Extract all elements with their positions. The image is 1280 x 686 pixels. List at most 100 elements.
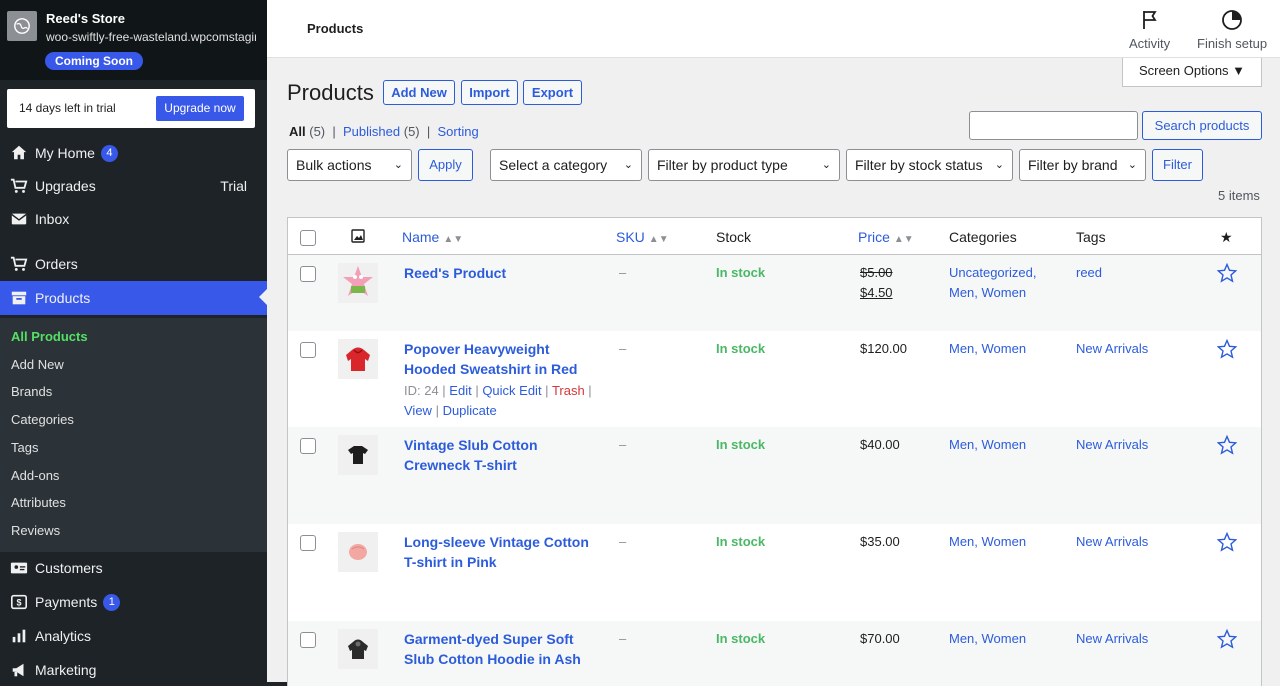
cart-icon <box>9 254 29 274</box>
coming-soon-badge[interactable]: Coming Soon <box>45 52 143 70</box>
stock-status-select[interactable]: Filter by stock status ⌄ <box>846 149 1013 181</box>
menu-label: Orders <box>35 256 78 272</box>
menu-item-orders[interactable]: Orders <box>0 248 267 280</box>
site-globe-icon[interactable] <box>7 11 37 41</box>
submenu-brands[interactable]: Brands <box>11 384 53 399</box>
edit-link[interactable]: Edit <box>449 383 472 398</box>
chevron-down-icon: ⌄ <box>1127 159 1137 171</box>
search-input[interactable] <box>969 111 1138 140</box>
product-categories[interactable]: Uncategorized, Men, Women <box>949 265 1037 300</box>
activity-label: Activity <box>1129 36 1171 51</box>
bar-chart-icon <box>9 626 29 646</box>
product-tags[interactable]: New Arrivals <box>1076 437 1149 452</box>
add-new-button[interactable]: Add New <box>383 80 455 105</box>
menu-item-marketing[interactable]: Marketing <box>0 654 267 686</box>
submenu-attributes[interactable]: Attributes <box>11 495 66 510</box>
archive-icon <box>9 288 29 308</box>
trial-tag: Trial <box>220 178 247 194</box>
product-name-link[interactable]: Garment-dyed Super Soft Slub Cotton Hood… <box>404 631 581 667</box>
row-checkbox[interactable] <box>300 632 316 648</box>
admin-sidebar: Reed's Store woo-swiftly-free-wasteland.… <box>0 0 267 686</box>
product-tags[interactable]: New Arrivals <box>1076 534 1149 549</box>
upgrade-now-button[interactable]: Upgrade now <box>156 96 244 121</box>
menu-item-my-home[interactable]: My Home 4 <box>0 137 267 169</box>
featured-star-icon[interactable] <box>1217 339 1237 359</box>
site-name[interactable]: Reed's Store <box>46 11 125 26</box>
trash-link[interactable]: Trash <box>551 383 585 398</box>
menu-item-analytics[interactable]: Analytics <box>0 620 267 652</box>
menu-label: My Home <box>35 145 95 161</box>
apply-button[interactable]: Apply <box>418 149 473 181</box>
featured-star-icon[interactable]: ★ <box>1220 229 1233 245</box>
separator: | <box>423 124 434 139</box>
featured-star-icon[interactable] <box>1217 532 1237 552</box>
home-icon <box>9 143 29 163</box>
product-type-select[interactable]: Filter by product type ⌄ <box>648 149 840 181</box>
product-tags[interactable]: reed <box>1076 265 1103 280</box>
submenu-add-new[interactable]: Add New <box>11 357 64 372</box>
product-thumbnail[interactable] <box>338 435 378 475</box>
select-all-checkbox[interactable] <box>300 230 316 246</box>
cart-icon <box>9 176 29 196</box>
finish-setup-label: Finish setup <box>1197 36 1268 51</box>
featured-star-icon[interactable] <box>1217 435 1237 455</box>
menu-item-customers[interactable]: Customers <box>0 552 267 584</box>
finish-setup-button[interactable]: Finish setup <box>1197 8 1267 51</box>
product-thumbnail[interactable] <box>338 629 378 669</box>
row-checkbox[interactable] <box>300 266 316 282</box>
row-checkbox[interactable] <box>300 438 316 454</box>
category-select[interactable]: Select a category ⌄ <box>490 149 642 181</box>
product-thumbnail[interactable] <box>338 532 378 572</box>
view-sorting[interactable]: Sorting <box>437 124 479 139</box>
trial-notice: 14 days left in trial Upgrade now <box>7 89 255 128</box>
submenu-tags[interactable]: Tags <box>11 440 39 455</box>
bulk-actions-select[interactable]: Bulk actions ⌄ <box>287 149 412 181</box>
featured-star-icon[interactable] <box>1217 629 1237 649</box>
view-all[interactable]: All <box>289 124 306 139</box>
submenu-reviews[interactable]: Reviews <box>11 523 61 538</box>
featured-star-icon[interactable] <box>1217 263 1237 283</box>
row-checkbox[interactable] <box>300 342 316 358</box>
filter-button[interactable]: Filter <box>1152 149 1203 181</box>
product-categories[interactable]: Men, Women <box>949 437 1027 452</box>
select-value: Select a category <box>499 157 608 173</box>
product-tags[interactable]: New Arrivals <box>1076 341 1149 356</box>
product-thumbnail[interactable] <box>338 339 378 379</box>
product-thumbnail[interactable] <box>338 263 378 303</box>
submenu-add-ons[interactable]: Add-ons <box>11 468 60 483</box>
activity-button[interactable]: Activity <box>1129 8 1170 51</box>
stock-status: In stock <box>716 631 766 646</box>
menu-item-inbox[interactable]: Inbox <box>0 203 267 235</box>
product-price: $70.00 <box>860 631 900 646</box>
submenu-all-products[interactable]: All Products <box>11 329 88 344</box>
product-name-link[interactable]: Reed's Product <box>404 265 507 281</box>
product-name-link[interactable]: Popover Heavyweight Hooded Sweatshirt in… <box>404 341 578 377</box>
brand-select[interactable]: Filter by brand ⌄ <box>1019 149 1146 181</box>
duplicate-link[interactable]: Duplicate <box>442 403 497 418</box>
import-button[interactable]: Import <box>461 80 518 105</box>
submenu-categories[interactable]: Categories <box>11 412 74 427</box>
export-button[interactable]: Export <box>523 80 582 105</box>
column-name[interactable]: Name ▲▼ <box>402 229 463 245</box>
view-link[interactable]: View <box>404 403 432 418</box>
menu-item-payments[interactable]: $ Payments 1 <box>0 586 267 618</box>
site-url[interactable]: woo-swiftly-free-wasteland.wpcomstaging.… <box>46 30 256 44</box>
menu-item-upgrades[interactable]: Upgrades Trial <box>0 170 267 202</box>
product-name-link[interactable]: Vintage Slub Cotton Crewneck T-shirt <box>404 437 538 473</box>
view-published[interactable]: Published <box>343 124 401 139</box>
items-count: 5 items <box>1218 188 1260 203</box>
product-tags[interactable]: New Arrivals <box>1076 631 1149 646</box>
row-checkbox[interactable] <box>300 535 316 551</box>
product-categories[interactable]: Men, Women <box>949 631 1027 646</box>
product-categories[interactable]: Men, Women <box>949 341 1027 356</box>
select-value: Bulk actions <box>296 157 372 173</box>
product-name-link[interactable]: Long-sleeve Vintage Cotton T-shirt in Pi… <box>404 534 589 570</box>
quick-edit-link[interactable]: Quick Edit <box>482 383 542 398</box>
menu-item-products[interactable]: Products <box>0 281 267 315</box>
svg-text:$: $ <box>16 598 21 608</box>
search-products-button[interactable]: Search products <box>1142 111 1262 140</box>
column-sku[interactable]: SKU ▲▼ <box>616 229 669 245</box>
product-categories[interactable]: Men, Women <box>949 534 1027 549</box>
screen-options-button[interactable]: Screen Options ▼ <box>1122 58 1262 87</box>
column-price[interactable]: Price ▲▼ <box>858 229 914 245</box>
